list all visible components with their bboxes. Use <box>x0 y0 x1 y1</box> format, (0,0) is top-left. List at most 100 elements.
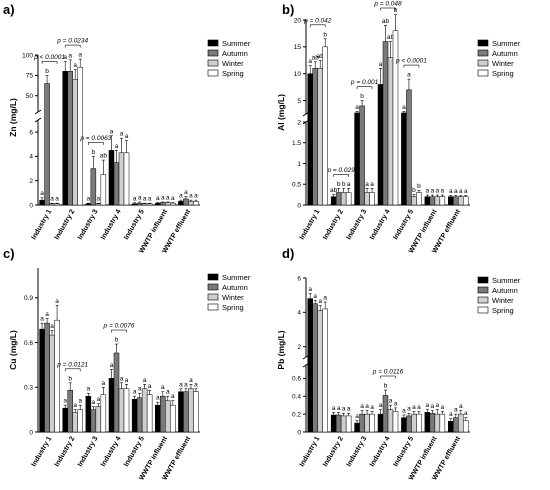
bar-winter <box>118 388 125 433</box>
significance-letter: a <box>40 190 44 197</box>
y-tick-label: 0.3 <box>24 385 33 392</box>
significance-letter: a <box>184 189 188 196</box>
significance-letter: a <box>402 408 406 415</box>
bar-autumn <box>406 415 412 433</box>
significance-letter: a <box>166 194 170 201</box>
x-tick-label: Industry 2 <box>322 435 345 468</box>
significance-letter: b <box>92 149 96 156</box>
legend-swatch-autumn <box>207 49 219 57</box>
legend-swatch-summer <box>477 39 489 47</box>
y-axis-label: Al (mg/L) <box>276 94 286 131</box>
significance-letter: a <box>347 181 351 188</box>
bar-winter <box>72 79 78 206</box>
significance-letter: b <box>115 337 119 344</box>
significance-letter: a <box>459 403 463 410</box>
bar-summer <box>39 328 45 433</box>
significance-letter: a <box>143 377 147 384</box>
x-tick-label: Industry 5 <box>123 435 146 468</box>
bar-winter <box>95 406 102 433</box>
bar-spring <box>345 415 352 433</box>
x-tick-label: Industry 1 <box>31 208 54 241</box>
significance-letter: a <box>171 393 175 400</box>
bar-spring <box>322 46 328 206</box>
y-axis-label: Pb (mg/L) <box>276 330 286 369</box>
significance-letter: a <box>125 377 129 384</box>
legend-swatch-winter <box>207 293 219 301</box>
bar-winter <box>387 409 394 433</box>
significance-letter: a <box>115 143 119 150</box>
significance-letter: a <box>365 181 369 188</box>
axis-break-mark <box>34 117 42 123</box>
x-tick-label: Industry 4 <box>369 435 392 468</box>
p-value-label: p = 0.0076 <box>103 323 135 330</box>
bar-spring <box>392 411 399 433</box>
y-tick-label: 10 <box>294 71 302 78</box>
x-tick-label: Industry 2 <box>54 208 77 241</box>
significance-letter: ab <box>100 153 108 160</box>
x-tick-label: Industry 1 <box>299 208 322 241</box>
bar-winter <box>387 57 394 206</box>
bar-summer <box>401 112 407 206</box>
legend-label: Summer <box>492 276 521 285</box>
legend-label: Summer <box>222 273 251 282</box>
significance-letter: a <box>45 311 49 318</box>
significance-letter: b <box>360 93 364 100</box>
bar-winter <box>188 388 194 433</box>
bar-spring <box>369 192 375 206</box>
bar-spring <box>54 203 60 206</box>
bar-winter <box>340 192 347 206</box>
significance-letter: a <box>133 195 137 202</box>
significance-letter: b <box>394 7 398 14</box>
significance-letter: a <box>148 383 152 390</box>
bar-spring <box>345 192 352 206</box>
bar-spring <box>193 201 199 206</box>
legend-swatch-summer <box>477 276 489 284</box>
y-tick-label: 0.9 <box>24 295 33 302</box>
bar-winter <box>458 196 464 206</box>
significance-letter: a <box>138 386 142 393</box>
significance-letter: a <box>426 402 430 409</box>
legend-label: Summer <box>222 39 251 48</box>
significance-letter: a <box>379 61 383 68</box>
bar-winter <box>118 152 125 206</box>
y-tick-label: 4 <box>29 154 33 161</box>
bar-autumn <box>382 395 389 433</box>
bar-summer <box>424 196 431 206</box>
bar-summer <box>62 407 68 433</box>
bar-winter <box>72 412 78 433</box>
bar-autumn <box>453 417 459 433</box>
bar-summer <box>330 414 337 433</box>
significance-letter: a <box>464 410 468 417</box>
legend-swatch-spring <box>477 306 489 314</box>
significance-letter: a <box>426 188 430 195</box>
y-tick-label: 75 <box>26 73 34 80</box>
significance-letter: a <box>102 380 106 387</box>
bar-winter <box>340 415 347 433</box>
significance-letter: a <box>412 404 416 411</box>
x-tick-label: Industry 1 <box>31 435 54 468</box>
y-tick-label: 0.6 <box>24 340 33 347</box>
significance-letter: a <box>370 181 374 188</box>
bar-autumn <box>453 196 459 206</box>
significance-letter: a <box>318 298 322 305</box>
significance-letter: a <box>63 54 67 61</box>
bar-winter <box>141 388 148 433</box>
y-tick-label: 0 <box>29 202 33 209</box>
legend-swatch-autumn <box>477 49 489 57</box>
x-tick-label: Industry 5 <box>392 435 415 468</box>
significance-letter: a <box>342 406 346 413</box>
bar-summer <box>155 404 161 433</box>
significance-letter: a <box>194 381 198 388</box>
significance-letter: a <box>184 381 188 388</box>
significance-letter: ab <box>317 53 325 60</box>
significance-letter: a <box>50 196 54 203</box>
legend-label: Winter <box>492 59 514 68</box>
legend-swatch-spring <box>477 69 489 77</box>
p-value-label: p = 0.0116 <box>372 369 404 376</box>
significance-letter: a <box>179 381 183 388</box>
bar-autumn <box>359 105 365 206</box>
y-tick-label: 0 <box>297 429 301 436</box>
significance-letter: a <box>459 188 463 195</box>
significance-letter: a <box>179 193 183 200</box>
